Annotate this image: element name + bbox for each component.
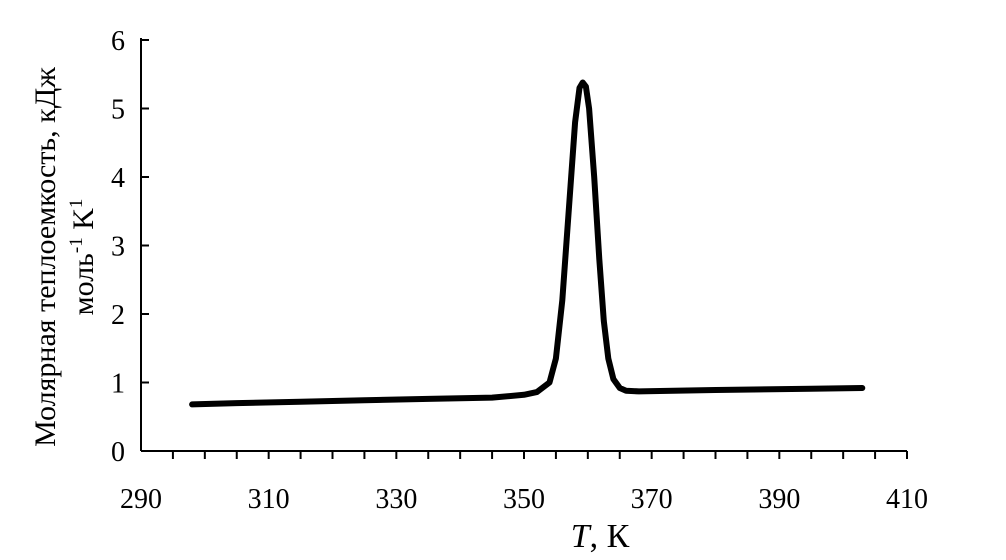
y-tick-label: 2 xyxy=(111,300,125,331)
x-tick-label: 350 xyxy=(503,484,545,515)
series-group xyxy=(189,79,866,408)
x-tick-label: 290 xyxy=(120,484,162,515)
x-axis-title-unit: , К xyxy=(590,518,630,555)
y-axis-title: Молярная теплоемкость, кДж моль-1 K1 xyxy=(29,67,100,447)
y-tick-label: 4 xyxy=(111,163,125,194)
y-axis-title-line2: моль-1 K1 xyxy=(66,199,100,316)
y-tick-label: 5 xyxy=(111,95,125,126)
series-line-1 xyxy=(189,79,866,408)
x-tick-label: 410 xyxy=(886,484,928,515)
x-tick-label: 390 xyxy=(758,484,800,515)
y-tick-label: 1 xyxy=(111,369,125,400)
y-ticks: 0 1 2 3 4 5 6 xyxy=(111,26,149,468)
x-tick-label: 370 xyxy=(631,484,673,515)
x-tick-label: 330 xyxy=(375,484,417,515)
y-tick-label: 3 xyxy=(111,232,125,263)
y-tick-label: 6 xyxy=(111,26,125,57)
x-ticks: 290 310 330 350 370 390 410 xyxy=(120,451,928,515)
y-tick-label: 0 xyxy=(111,437,125,468)
x-axis-title: T, К xyxy=(571,518,630,555)
x-tick-label: 310 xyxy=(248,484,290,515)
x-axis-title-var: T xyxy=(571,518,592,555)
y-axis-title-line1: Молярная теплоемкость, кДж xyxy=(29,67,62,447)
